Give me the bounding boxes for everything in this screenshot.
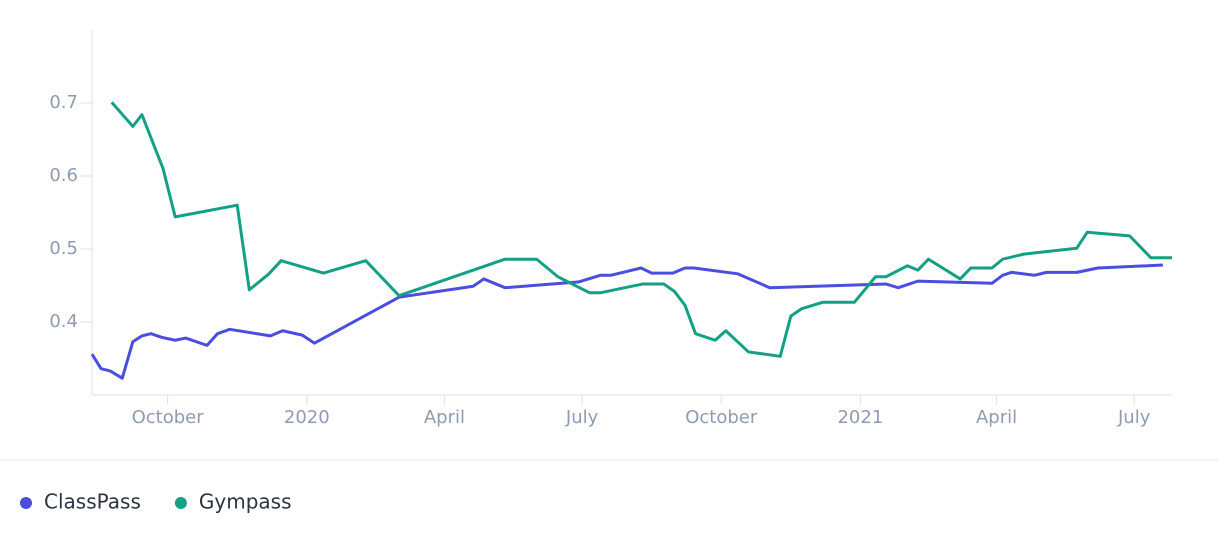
series-line bbox=[90, 263, 1163, 380]
y-tick-label: 0.7 bbox=[49, 92, 78, 113]
x-tick-label: October bbox=[132, 407, 205, 428]
legend-swatch bbox=[20, 497, 32, 509]
x-tick-label: July bbox=[1117, 407, 1151, 428]
series-line bbox=[110, 101, 1172, 358]
x-tick-label: 2020 bbox=[284, 407, 330, 428]
x-tick-label: April bbox=[976, 407, 1017, 428]
x-tick-label: April bbox=[424, 407, 465, 428]
y-tick-label: 0.6 bbox=[49, 165, 78, 186]
x-tick-label: October bbox=[685, 407, 758, 428]
y-tick-label: 0.5 bbox=[49, 238, 78, 259]
legend-label: ClassPass bbox=[44, 490, 141, 514]
legend-swatch bbox=[174, 497, 187, 509]
x-tick-label: July bbox=[565, 407, 599, 428]
x-tick-label: 2021 bbox=[837, 407, 883, 428]
legend-label: Gympass bbox=[199, 490, 292, 514]
y-tick-label: 0.4 bbox=[49, 311, 78, 332]
